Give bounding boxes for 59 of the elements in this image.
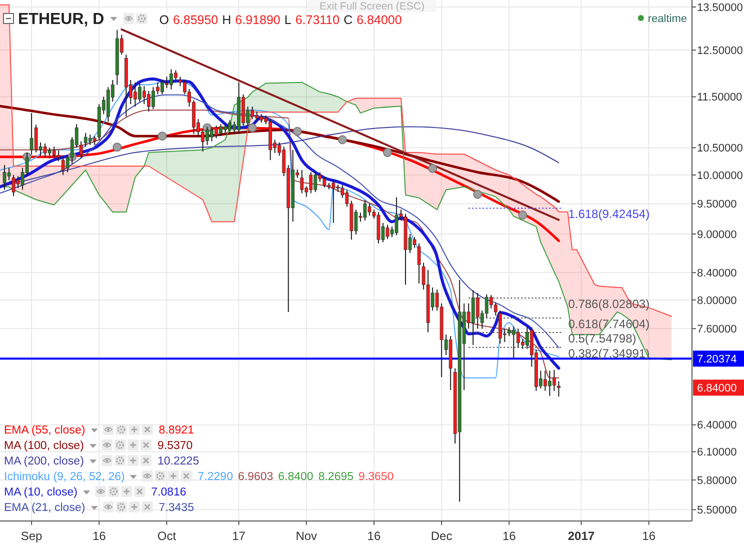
y-tick-label: 5.50000 [697,504,737,517]
annotation: 7.0816 [151,486,186,498]
y-tick-label: 8.00000 [697,294,737,307]
text: EMA (55, close) [4,424,86,436]
annotation: 7.2290 6.9603 6.8400 8.2695 9.3650 [198,471,394,483]
x-tick-label: Dec [430,529,452,543]
text: EMA (21, close) [4,502,86,514]
y-tick-label: 12.50000 [697,44,743,57]
x-tick-label: 2017 [568,529,595,543]
candlestick [417,242,421,284]
text: Ichimoku (9, 26, 52, 26) [4,471,125,483]
y-tick-label: 5.80000 [697,474,737,487]
x-tick-label: 17 [232,529,246,543]
annotation: Exit Full Screen (ESC) [319,0,425,12]
y-tick-label: 11.50000 [697,92,742,104]
candlestick [300,169,304,194]
x-tick-label: 16 [642,529,656,543]
point [248,123,257,132]
x-tick-label: 16 [502,529,516,543]
annotation: realtime [648,13,687,25]
text: MA (100, close) [4,440,84,452]
text: MA (200, close) [4,456,84,468]
annotation: 9.5370 [158,440,193,452]
line-series [0,82,672,360]
y-tick-label: 9.50000 [697,198,737,211]
y-tick-label: 6.10000 [697,446,737,459]
candlestick [557,380,560,398]
line-series [0,104,560,203]
point [338,135,347,144]
text: O 6.85950 H 6.91890 L 6.73110 C 6.84000 [159,13,402,27]
text: 6.84000 [697,382,737,394]
text: MA (10, close) [4,486,78,498]
y-tick-label: 10.00000 [697,170,743,182]
y-tick-label: 9.00000 [697,228,737,241]
point [518,210,528,220]
annotation: 7.3435 [158,502,194,514]
point [473,190,482,199]
ref-line-label: 7.20374 [697,353,737,366]
point [292,126,302,136]
y-tick-label: 13.50000 [697,2,743,14]
point [382,148,392,158]
point [428,164,438,173]
x-tick-label: Nov [296,529,318,543]
candlestick [56,150,60,162]
point [158,132,167,141]
x-tick-label: 16 [92,529,106,543]
annotation: 10.2225 [158,456,200,468]
y-tick-label: 8.40000 [697,267,737,280]
ref-line-label: 0.5(7.54798) [568,331,636,346]
y-tick-label: 6.40000 [697,420,737,432]
y-tick-label: 7.60000 [697,323,737,336]
point [112,142,122,152]
y-tick-label: 10.50000 [697,142,743,155]
text: ETHEUR, D [18,11,104,28]
x-tick-label: 16 [367,529,381,543]
ref-line-label: 1.618(9.42454) [568,207,650,222]
x-tick-label: Sep [20,529,43,543]
annotation: 8.8921 [158,424,194,436]
x-tick-label: Oct [157,529,177,543]
